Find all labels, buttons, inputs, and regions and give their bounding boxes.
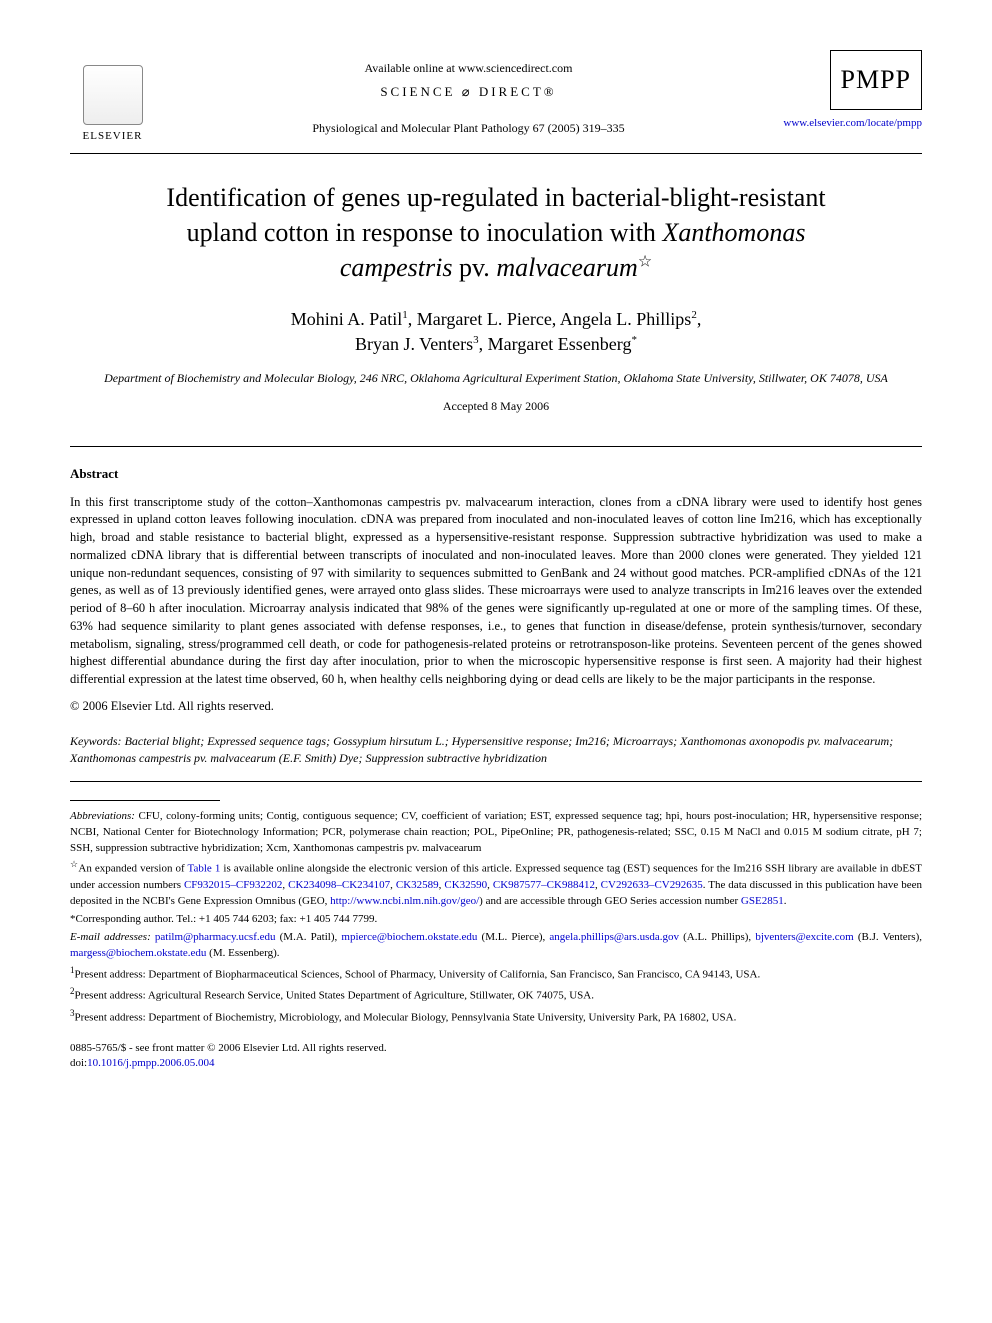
title-species: campestris: [340, 253, 453, 282]
geo-url-link[interactable]: http://www.ncbi.nlm.nih.gov/geo/: [330, 895, 479, 907]
present-address-1: 1Present address: Department of Biopharm…: [70, 964, 922, 984]
title-footnote-star: ☆: [638, 254, 652, 271]
accession-link-3[interactable]: CK32589: [396, 879, 439, 891]
footnote-rule: [70, 800, 220, 801]
header-rule: [70, 153, 922, 154]
star-end: .: [784, 895, 787, 907]
title-line1: Identification of genes up-regulated in …: [166, 183, 825, 212]
header-row: ELSEVIER Available online at www.science…: [70, 50, 922, 145]
journal-url-link[interactable]: www.elsevier.com/locate/pmpp: [782, 116, 922, 132]
elsevier-tree-icon: [83, 65, 143, 125]
accession-link-4[interactable]: CK32590: [444, 879, 487, 891]
abbrev-text: CFU, colony-forming units; Contig, conti…: [70, 810, 922, 854]
keywords-text: Bacterial blight; Expressed sequence tag…: [70, 734, 893, 765]
doi-link[interactable]: 10.1016/j.pmpp.2006.05.004: [87, 1057, 214, 1069]
accession-link-6[interactable]: CV292633–CV292635: [601, 879, 703, 891]
elsevier-logo: ELSEVIER: [70, 50, 155, 145]
journal-reference: Physiological and Molecular Plant Pathol…: [155, 120, 782, 137]
authors: Mohini A. Patil1, Margaret L. Pierce, An…: [70, 307, 922, 357]
email-link-2[interactable]: mpierce@biochem.okstate.edu: [341, 931, 477, 943]
accession-link-1[interactable]: CF932015–CF932202: [184, 879, 282, 891]
email-label: E-mail addresses:: [70, 931, 151, 943]
title-line2: upland cotton in response to inoculation…: [187, 218, 663, 247]
email-link-1[interactable]: patilm@pharmacy.ucsf.edu: [155, 931, 276, 943]
email-link-3[interactable]: angela.phillips@ars.usda.gov: [549, 931, 679, 943]
title-pathovar: malvacearum: [496, 253, 638, 282]
affiliation: Department of Biochemistry and Molecular…: [70, 370, 922, 387]
front-matter: 0885-5765/$ - see front matter © 2006 El…: [70, 1041, 922, 1056]
sciencedirect-logo: SCIENCE ⌀ DIRECT®: [155, 83, 782, 102]
corresponding-footnote: *Corresponding author. Tel.: +1 405 744 …: [70, 912, 922, 928]
table1-link[interactable]: Table 1: [188, 863, 221, 875]
article-title: Identification of genes up-regulated in …: [70, 180, 922, 285]
title-pv: pv.: [453, 253, 497, 282]
abstract-copyright: © 2006 Elsevier Ltd. All rights reserved…: [70, 697, 922, 715]
pmpp-logo: PMPP: [830, 50, 923, 110]
present-address-2: 2Present address: Agricultural Research …: [70, 985, 922, 1005]
author-1: Mohini A. Patil: [291, 309, 403, 329]
journal-logo-box: PMPP www.elsevier.com/locate/pmpp: [782, 50, 922, 132]
header-center: Available online at www.sciencedirect.co…: [155, 50, 782, 140]
keywords: Keywords: Bacterial blight; Expressed se…: [70, 733, 922, 767]
accession-link-2[interactable]: CK234098–CK234107: [288, 879, 390, 891]
abstract-rule-top: [70, 446, 922, 447]
elsevier-text: ELSEVIER: [83, 129, 143, 145]
accepted-date: Accepted 8 May 2006: [70, 398, 922, 415]
available-online: Available online at www.sciencedirect.co…: [155, 60, 782, 77]
emails-footnote: E-mail addresses: patilm@pharmacy.ucsf.e…: [70, 930, 922, 962]
author-4: Bryan J. Venters: [355, 334, 473, 354]
keywords-label: Keywords:: [70, 734, 122, 748]
author-3-sup: 2: [691, 309, 697, 321]
gse-link[interactable]: GSE2851: [741, 895, 784, 907]
star-pre: An expanded version of: [78, 863, 187, 875]
doi-label: doi:: [70, 1057, 87, 1069]
corresponding-star: *: [631, 334, 637, 346]
title-genus: Xanthomonas: [662, 218, 805, 247]
email-link-5[interactable]: margess@biochem.okstate.edu: [70, 947, 206, 959]
accession-link-5[interactable]: CK987577–CK988412: [493, 879, 595, 891]
author-5: , Margaret Essenberg: [479, 334, 632, 354]
email-link-4[interactable]: bjventers@excite.com: [755, 931, 853, 943]
present-address-3: 3Present address: Department of Biochemi…: [70, 1007, 922, 1027]
abstract-heading: Abstract: [70, 465, 922, 484]
abstract-rule-bottom: [70, 781, 922, 782]
star-post2: ) and are accessible through GEO Series …: [479, 895, 741, 907]
authors-mid: , Margaret L. Pierce, Angela L. Phillips: [408, 309, 692, 329]
abbrev-label: Abbreviations:: [70, 810, 135, 822]
doi-line: doi:10.1016/j.pmpp.2006.05.004: [70, 1056, 922, 1071]
star-footnote: ☆An expanded version of Table 1 is avail…: [70, 858, 922, 909]
abbreviations-footnote: Abbreviations: CFU, colony-forming units…: [70, 809, 922, 857]
footer-meta: 0885-5765/$ - see front matter © 2006 El…: [70, 1041, 922, 1072]
abstract-body: In this first transcriptome study of the…: [70, 494, 922, 689]
